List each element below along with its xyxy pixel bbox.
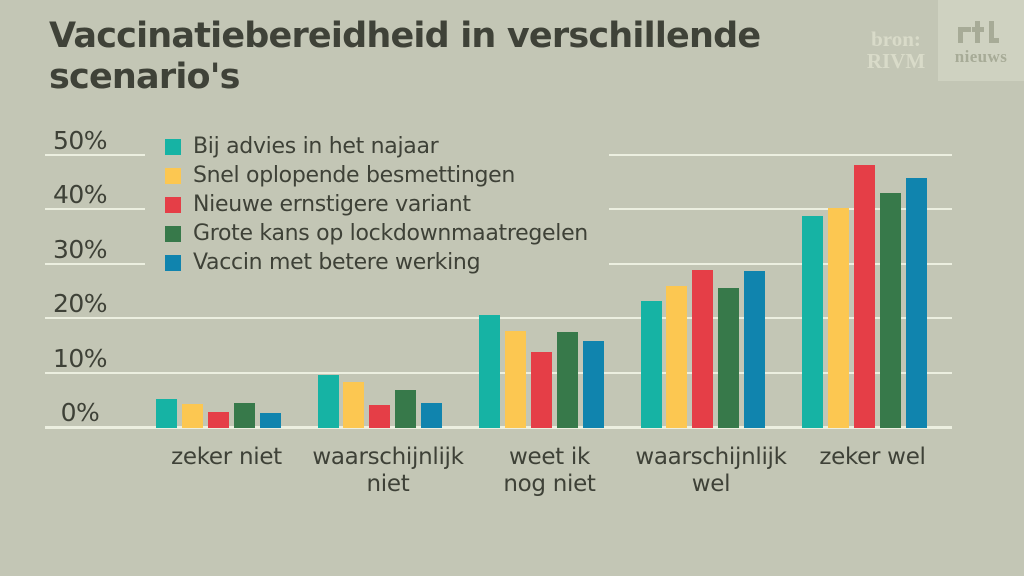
bar (640, 300, 662, 429)
bar (905, 178, 927, 429)
bar (556, 331, 578, 429)
bar (530, 352, 552, 429)
bar (369, 404, 391, 429)
bar (879, 192, 901, 429)
rtl-logo-icon (958, 21, 999, 43)
bar (692, 269, 714, 429)
bar (504, 330, 526, 429)
source-credit: bron: RIVM (856, 28, 936, 72)
bar (207, 412, 229, 429)
legend-swatch-icon (165, 254, 181, 271)
bar (827, 208, 849, 429)
bar (421, 402, 443, 429)
bar (582, 341, 604, 429)
legend-swatch-icon (165, 225, 181, 242)
legend-item: Snel oplopende besmettingen (165, 161, 609, 190)
legend-item: Nieuwe ernstigere variant (165, 190, 609, 219)
chart-title: Vaccinatiebereidheid in verschillende sc… (49, 16, 761, 98)
rtl-nieuws-label: nieuws (954, 47, 1008, 66)
legend-swatch-icon (165, 196, 181, 213)
legend-label: Snel oplopende besmettingen (193, 163, 516, 188)
legend-item: Bij advies in het najaar (165, 132, 609, 161)
source-name: RIVM (866, 49, 926, 74)
y-axis-tick-label: 50% (52, 126, 108, 155)
legend-label: Bij advies in het najaar (193, 134, 439, 159)
bar (853, 164, 875, 429)
rtl-nieuws-logo: nieuws (938, 0, 1024, 81)
x-axis-category-label: waarschijnlijk niet (312, 444, 464, 498)
x-axis-category-label: zeker wel (819, 444, 926, 470)
bar (259, 413, 281, 429)
bar (317, 375, 339, 429)
y-axis-tick-label: 0% (60, 398, 100, 427)
y-axis-tick-label: 40% (52, 180, 108, 210)
bar (718, 288, 740, 429)
bar (233, 403, 255, 429)
bar (802, 216, 823, 429)
legend-item: Grote kans op lockdownmaatregelen (165, 219, 609, 248)
bar (479, 315, 500, 429)
legend-label: Grote kans op lockdownmaatregelen (193, 221, 588, 246)
legend-swatch-icon (165, 167, 181, 184)
legend-swatch-icon (165, 138, 181, 155)
y-axis-tick-label: 10% (52, 343, 108, 373)
bar (181, 404, 203, 429)
bar (666, 285, 688, 429)
bar (744, 270, 766, 429)
bar (156, 398, 177, 429)
x-axis-category-label: zeker niet (171, 444, 282, 470)
chart-legend: Bij advies in het najaar Snel oplopende b… (145, 127, 609, 276)
legend-item: Vaccin met betere werking (165, 248, 609, 277)
bar (343, 381, 365, 429)
source-label: bron: (871, 27, 921, 51)
y-axis-tick-label: 20% (52, 289, 108, 319)
legend-label: Nieuwe ernstigere variant (193, 192, 471, 217)
y-axis-tick-label: 30% (52, 234, 108, 264)
bar (395, 390, 417, 429)
legend-label: Vaccin met betere werking (193, 250, 481, 275)
x-axis-category-label: weet ik nog niet (503, 444, 596, 498)
x-axis-category-label: waarschijnlijk wel (635, 444, 787, 498)
